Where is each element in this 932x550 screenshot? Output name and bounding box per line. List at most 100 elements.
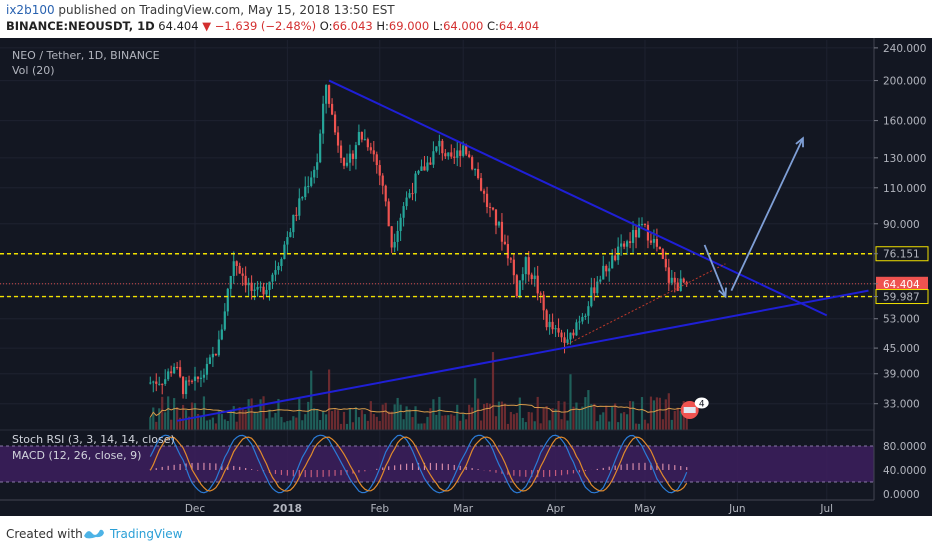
time-axis[interactable]: Dec 2018 Feb Mar Apr May Jun Jul [0, 499, 874, 515]
volume-bar [214, 423, 217, 430]
tradingview-logo-icon[interactable] [82, 525, 106, 541]
forecast-arrow-down [703, 244, 727, 297]
price-tick-label: 110.000 [883, 183, 926, 195]
candle [515, 275, 518, 297]
volume-bar [429, 408, 432, 430]
volume-bar [450, 414, 453, 430]
candle [301, 197, 304, 199]
candle [426, 162, 429, 171]
volume-bar [235, 421, 238, 430]
candle [283, 244, 286, 260]
candle [506, 244, 509, 259]
volume-bar [631, 401, 635, 430]
candle [199, 377, 203, 379]
time-tick-label: Jun [728, 503, 745, 515]
volume-bar [176, 407, 179, 430]
volume-legend: Vol (20) [12, 64, 55, 77]
trendline [176, 289, 869, 422]
candle [503, 241, 507, 245]
volume-bar [262, 396, 265, 430]
tradingview-brand[interactable]: TradingView [110, 527, 183, 541]
candle [384, 185, 387, 202]
volume-bar [655, 397, 658, 430]
volume-bar [152, 407, 155, 430]
price-change: −1.639 (−2.48%) [214, 19, 317, 33]
time-tick-label: Mar [453, 503, 473, 515]
candle [193, 376, 197, 381]
volume-bar [220, 414, 223, 430]
candle [676, 282, 679, 291]
candle [319, 133, 322, 163]
candle [462, 145, 465, 156]
price-axis[interactable]: 240.000 200.000 160.000 130.000 110.000 90.00… [873, 38, 932, 516]
candle [581, 316, 584, 322]
volume-bar [280, 416, 283, 430]
volume-bar [488, 403, 492, 430]
high-value: 69.000 [388, 19, 430, 33]
volume-bar [670, 419, 673, 430]
candle [551, 321, 554, 330]
candle [298, 198, 301, 216]
price-tick-label: 240.000 [883, 43, 926, 55]
price-tick-label: 90.000 [883, 219, 920, 231]
dashed-trend [567, 263, 726, 345]
low-value: 64.000 [443, 19, 484, 33]
volume-bar [652, 400, 656, 430]
candle [381, 175, 384, 186]
publish-line: ix2b100 published on TradingView.com, Ma… [6, 3, 395, 17]
last-price: 64.404 [158, 19, 199, 33]
trendlines[interactable] [176, 79, 869, 422]
macd-legend: MACD (12, 26, close, 9) [12, 449, 142, 462]
badge-annotation[interactable]: 4 [680, 397, 709, 420]
oscillator-pane [0, 429, 874, 494]
candle [438, 140, 441, 147]
candle [152, 381, 155, 383]
volume-bar [649, 396, 653, 430]
candle [623, 243, 626, 247]
candle [339, 145, 343, 159]
candle [310, 177, 313, 186]
price-tick-label: 59.987 [883, 292, 920, 304]
volume-bar [158, 408, 161, 430]
volume-bar [375, 416, 378, 430]
volume-bar [313, 408, 316, 430]
candle [524, 257, 527, 275]
candle [170, 371, 173, 374]
candle [274, 270, 277, 275]
volume-bar [438, 396, 441, 430]
volume-bar [330, 411, 334, 430]
volume-bar [485, 402, 489, 430]
candle [572, 332, 575, 336]
candle [184, 380, 188, 395]
volume-bar [229, 411, 232, 430]
volume-bar [587, 390, 590, 430]
volume-bar [253, 411, 256, 430]
volume-bar [477, 398, 480, 430]
candle [369, 147, 372, 151]
created-with-label: Created with [6, 527, 83, 541]
horizontal-levels[interactable] [0, 253, 874, 298]
candle [626, 241, 629, 247]
volume-bar [208, 419, 211, 430]
author-link[interactable]: ix2b100 [6, 3, 55, 17]
volume-bar [620, 413, 623, 430]
volume-bar [286, 421, 289, 430]
candle [661, 249, 664, 259]
candle [155, 381, 158, 384]
volume-bar [685, 418, 688, 430]
candle [190, 380, 194, 382]
volume-bar [357, 417, 360, 430]
candle [670, 277, 673, 283]
chart-svg[interactable]: 240.000 200.000 160.000 130.000 110.000 90.00… [0, 38, 932, 516]
candle [265, 289, 268, 295]
candle [220, 329, 223, 340]
candle [414, 173, 417, 194]
volume-bar [557, 400, 560, 430]
volume-bar [643, 419, 647, 430]
candle [196, 376, 200, 379]
chart-area[interactable]: 240.000 200.000 160.000 130.000 110.000 90.00… [0, 38, 932, 516]
volume-bar [256, 413, 259, 430]
footer: Created with TradingView [0, 516, 932, 550]
price-tick-label: 160.000 [883, 116, 926, 128]
volume-bar [658, 397, 661, 430]
